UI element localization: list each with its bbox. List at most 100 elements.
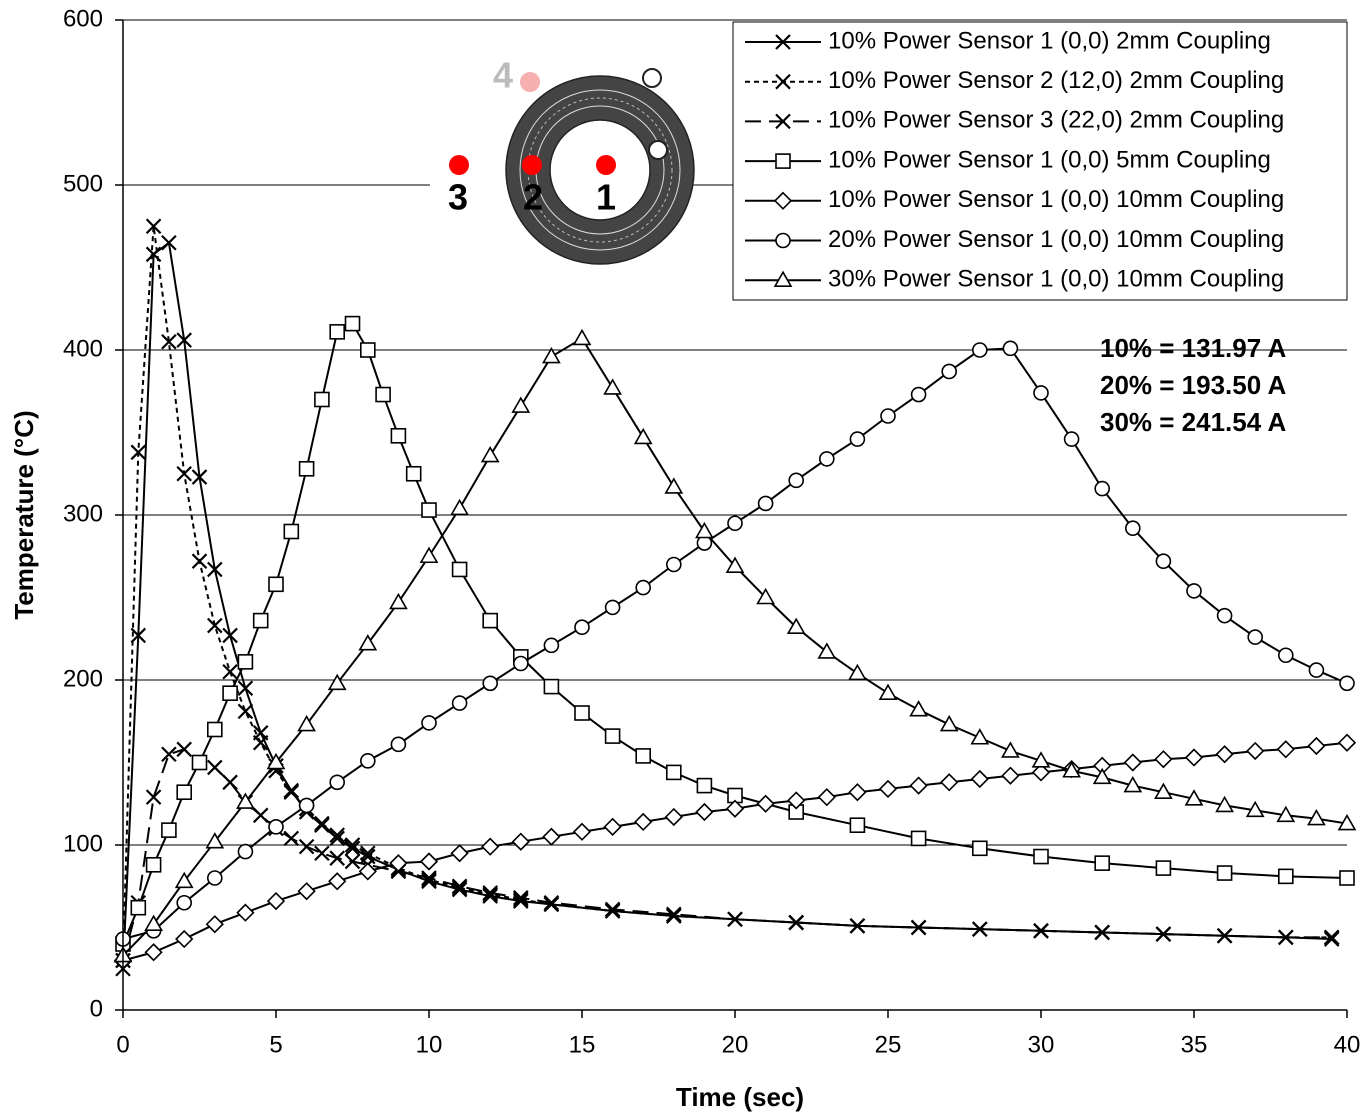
marker [175, 929, 194, 949]
marker [1216, 607, 1233, 624]
marker [817, 788, 836, 807]
marker [130, 444, 147, 461]
marker [1094, 855, 1110, 871]
series-line [122, 347, 1348, 941]
marker [298, 838, 315, 855]
marker [695, 521, 714, 539]
marker [775, 153, 791, 169]
marker [161, 822, 177, 838]
marker [450, 498, 469, 516]
marker [329, 827, 345, 843]
marker [604, 599, 621, 616]
marker [283, 830, 300, 847]
marker [222, 685, 238, 702]
marker [419, 852, 439, 871]
marker [971, 342, 988, 358]
marker [283, 784, 300, 800]
marker [1123, 753, 1142, 772]
marker [1323, 929, 1340, 946]
marker [358, 634, 378, 651]
marker [421, 502, 437, 518]
marker [298, 797, 315, 814]
marker [971, 840, 988, 857]
series-line [122, 741, 1348, 962]
annotation: 10% = 131.97 A [1100, 333, 1286, 363]
y-tick-label: 500 [63, 170, 103, 197]
marker [1216, 927, 1233, 944]
marker [1337, 813, 1357, 831]
marker [1186, 583, 1202, 599]
marker [1307, 736, 1326, 756]
marker [788, 472, 805, 489]
marker [848, 663, 867, 681]
marker [375, 386, 391, 403]
marker [725, 799, 745, 818]
marker [1278, 647, 1294, 664]
x-tick-label: 0 [116, 1031, 129, 1058]
marker [909, 776, 928, 795]
marker [572, 328, 592, 346]
marker [144, 943, 163, 962]
marker [511, 396, 531, 413]
marker [727, 911, 743, 928]
marker [542, 827, 561, 846]
x-tick-label: 35 [1181, 1031, 1208, 1058]
inset-label: 2 [523, 177, 543, 218]
legend-label: 10% Power Sensor 1 (0,0) 5mm Coupling [828, 146, 1271, 173]
marker [480, 445, 500, 463]
marker [1246, 741, 1265, 761]
legend-label: 10% Power Sensor 3 (22,0) 2mm Coupling [828, 107, 1284, 134]
x-tick-label: 10 [416, 1031, 443, 1058]
marker [909, 700, 928, 717]
legend-label: 30% Power Sensor 1 (0,0) 10mm Coupling [828, 266, 1284, 293]
y-tick-label: 100 [63, 830, 103, 857]
coil-outer [505, 75, 695, 265]
annotation: 20% = 193.50 A [1100, 370, 1286, 400]
marker [161, 333, 177, 350]
marker [236, 792, 255, 809]
marker [237, 843, 254, 860]
marker [297, 882, 316, 901]
marker [252, 807, 269, 824]
marker [666, 908, 682, 924]
marker [1001, 741, 1020, 758]
marker [176, 784, 192, 801]
marker [972, 921, 988, 937]
marker [328, 872, 347, 891]
marker [359, 753, 376, 769]
marker [344, 315, 361, 332]
marker [174, 871, 194, 889]
marker [635, 579, 652, 596]
marker [880, 408, 896, 424]
marker [1155, 553, 1172, 570]
marker [327, 673, 347, 691]
marker [1155, 860, 1172, 876]
sensor-dot [520, 72, 540, 92]
marker [665, 556, 682, 573]
marker [237, 654, 254, 670]
marker [542, 346, 561, 364]
marker [236, 903, 255, 922]
marker [130, 899, 147, 916]
series-line [122, 748, 1332, 961]
marker [1215, 795, 1234, 813]
marker [144, 914, 163, 931]
marker [450, 844, 469, 863]
marker [344, 840, 361, 857]
marker [482, 888, 498, 904]
marker [482, 675, 499, 692]
marker [389, 854, 408, 873]
marker [604, 728, 621, 744]
marker [252, 734, 269, 751]
marker [696, 777, 713, 794]
coil-mesh [527, 97, 673, 243]
legend: 10% Power Sensor 1 (0,0) 2mm Coupling 10%… [732, 21, 1348, 301]
marker [191, 469, 208, 485]
marker [451, 561, 468, 578]
marker [878, 779, 898, 799]
marker [1245, 800, 1265, 818]
marker [848, 783, 867, 802]
x-tick-label: 30 [1028, 1031, 1055, 1058]
marker [1278, 929, 1294, 946]
